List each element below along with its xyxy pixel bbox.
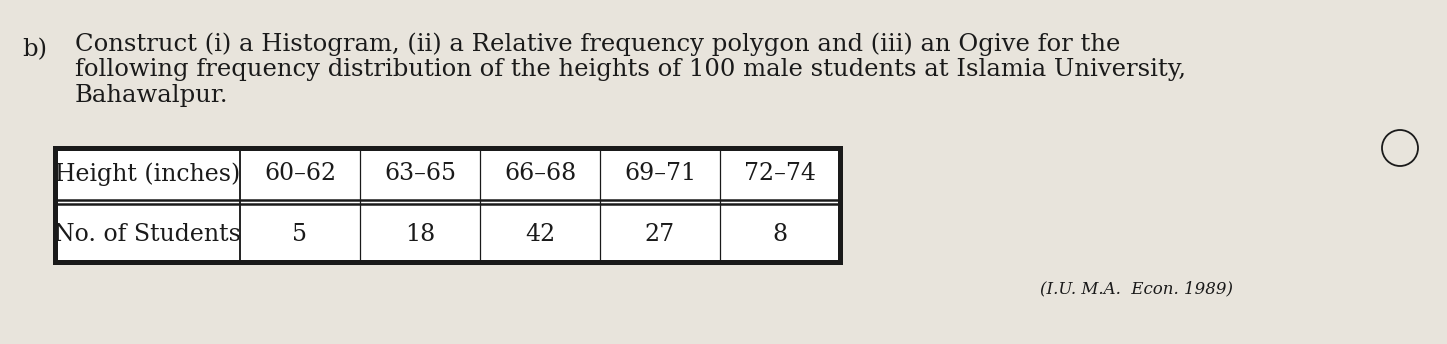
- Text: following frequency distribution of the heights of 100 male students at Islamia : following frequency distribution of the …: [75, 58, 1187, 81]
- Text: 63–65: 63–65: [383, 162, 456, 185]
- Text: 72–74: 72–74: [744, 162, 816, 185]
- Text: 60–62: 60–62: [263, 162, 336, 185]
- Text: Height (inches): Height (inches): [55, 162, 240, 186]
- Text: 66–68: 66–68: [504, 162, 576, 185]
- Text: No. of Students: No. of Students: [54, 223, 242, 246]
- Text: 5: 5: [292, 223, 308, 246]
- Text: Bahawalpur.: Bahawalpur.: [75, 84, 229, 107]
- Text: b): b): [22, 38, 46, 61]
- Text: 69–71: 69–71: [624, 162, 696, 185]
- Bar: [55, 148, 841, 262]
- Text: (I.U. M.A.  Econ. 1989): (I.U. M.A. Econ. 1989): [1040, 280, 1233, 297]
- Bar: [55, 148, 841, 262]
- Text: Construct (i) a Histogram, (ii) a Relative frequency polygon and (iii) an Ogive : Construct (i) a Histogram, (ii) a Relati…: [75, 32, 1120, 55]
- Text: 42: 42: [525, 223, 556, 246]
- Text: 8: 8: [773, 223, 787, 246]
- Text: 27: 27: [645, 223, 676, 246]
- Text: 18: 18: [405, 223, 436, 246]
